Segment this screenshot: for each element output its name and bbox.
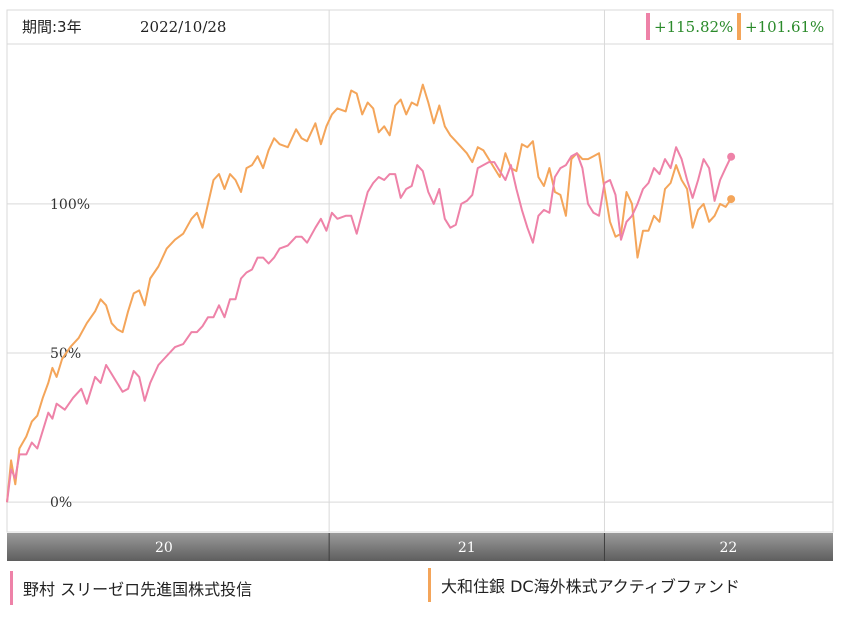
series-layer <box>6 83 736 503</box>
legend-label-series-2: 大和住銀 DC海外株式アクティブファンド <box>441 577 740 596</box>
chart-header: 期間:3年 2022/10/28 +115.82% +101.61% <box>22 13 824 40</box>
legend-swatch-series-1 <box>10 571 13 605</box>
return-value-series-2: +101.61% <box>745 18 824 36</box>
x-axis-band <box>7 533 833 561</box>
series-end-marker-2 <box>727 195 736 204</box>
date-label: 2022/10/28 <box>140 18 226 36</box>
y-tick-label-2: 100% <box>50 197 90 213</box>
legend-label-series-1: 野村 スリーゼロ先進国株式投信 <box>23 580 253 599</box>
return-value-series-1: +115.82% <box>654 18 733 36</box>
plot-frame <box>6 9 834 533</box>
y-tick-label-0: 0% <box>50 495 72 511</box>
chart-legend: 野村 スリーゼロ先進国株式投信 大和住銀 DC海外株式アクティブファンド <box>0 568 848 608</box>
x-tick-label-2: 22 <box>719 540 737 556</box>
series-line-1 <box>6 146 733 503</box>
legend-swatch-series-2 <box>428 568 431 602</box>
line-chart: 0%50%100% 期間:3年 2022/10/28 +115.82% +101… <box>6 9 834 561</box>
return-marker-series-2 <box>737 13 741 40</box>
grid-layer <box>6 9 834 533</box>
legend-item-series-1: 野村 スリーゼロ先進国株式投信 <box>10 571 252 605</box>
series-line-2 <box>6 83 732 503</box>
period-label: 期間:3年 <box>22 18 82 36</box>
x-tick-label-0: 20 <box>155 540 173 556</box>
return-marker-series-1 <box>646 13 650 40</box>
series-end-marker-1 <box>727 152 736 161</box>
x-axis-bar: 20 21 22 <box>7 533 833 561</box>
legend-item-series-2: 大和住銀 DC海外株式アクティブファンド <box>428 568 740 602</box>
x-tick-label-1: 21 <box>458 540 476 556</box>
tick-layer: 0%50%100% <box>50 197 90 511</box>
